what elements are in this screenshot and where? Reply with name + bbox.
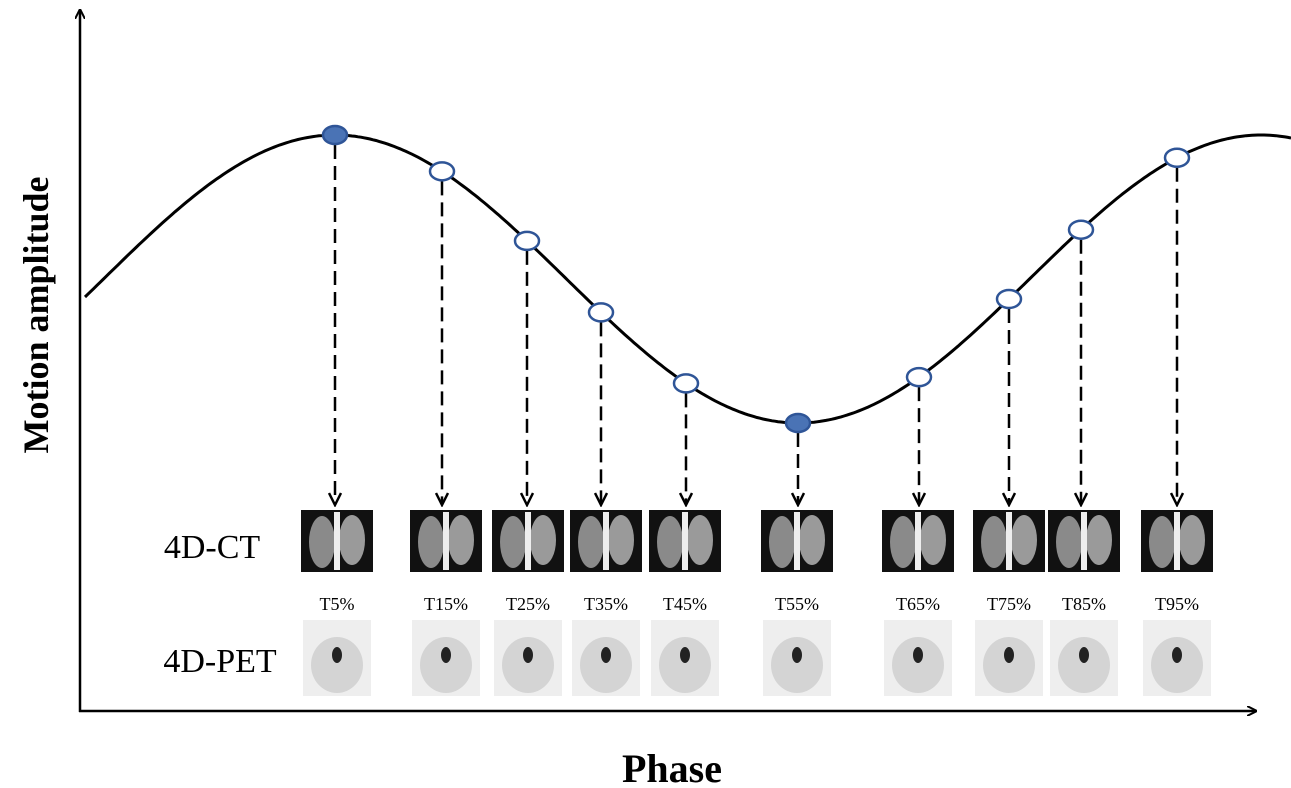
pet-image (412, 620, 480, 696)
phase-point (589, 303, 613, 321)
ct-lung (339, 515, 365, 565)
phase-label: T65% (896, 594, 940, 614)
figure: Motion amplitude Phase 4D-CT 4D-PET T5%T… (0, 0, 1291, 788)
ct-spine (915, 512, 921, 570)
phase-label: T25% (506, 594, 550, 614)
pet-body (1058, 637, 1110, 693)
ct-lung (1086, 515, 1112, 565)
phase-label: T85% (1062, 594, 1106, 614)
ct-image (410, 510, 482, 572)
ct-lung (890, 516, 916, 568)
ct-lung (769, 516, 795, 568)
ct-image (492, 510, 564, 572)
pet-body (771, 637, 823, 693)
pet-image (975, 620, 1043, 696)
phase-point (674, 374, 698, 392)
pet-hotspot (792, 647, 802, 663)
pet-image (572, 620, 640, 696)
phase-label: T15% (424, 594, 468, 614)
ct-spine (682, 512, 688, 570)
row-label: 4D-PET (163, 643, 277, 680)
pet-image (303, 620, 371, 696)
ct-image (1048, 510, 1120, 572)
pet-body (580, 637, 632, 693)
ct-spine (334, 512, 340, 570)
ct-image (570, 510, 642, 572)
ct-lung (657, 516, 683, 568)
ct-lung (1149, 516, 1175, 568)
ct-lung (799, 515, 825, 565)
ct-spine (1081, 512, 1087, 570)
ct-lung (500, 516, 526, 568)
pet-hotspot (680, 647, 690, 663)
phase-layer: T5% T15% T25% T35% T45% T55% T65% T75% T85% T95% (85, 126, 1291, 696)
ct-lung (920, 515, 946, 565)
phase-point (323, 126, 347, 144)
pet-body (1151, 637, 1203, 693)
ct-spine (525, 512, 531, 570)
ct-lung (981, 516, 1007, 568)
pet-hotspot (1079, 647, 1089, 663)
y-axis-label: Motion amplitude (16, 176, 56, 453)
phase-point (786, 414, 810, 432)
pet-image (884, 620, 952, 696)
pet-hotspot (332, 647, 342, 663)
phase-label: T5% (320, 594, 355, 614)
phase-point (515, 232, 539, 250)
ct-image (649, 510, 721, 572)
pet-body (659, 637, 711, 693)
row-label: 4D-CT (164, 529, 261, 566)
phase-point (1165, 149, 1189, 167)
phase-point (1069, 221, 1093, 239)
phase-label: T35% (584, 594, 628, 614)
ct-image (301, 510, 373, 572)
ct-image (973, 510, 1045, 572)
ct-spine (443, 512, 449, 570)
ct-image (1141, 510, 1213, 572)
pet-body (983, 637, 1035, 693)
ct-lung (1179, 515, 1205, 565)
ct-lung (448, 515, 474, 565)
ct-lung (687, 515, 713, 565)
pet-image (494, 620, 562, 696)
ct-lung (608, 515, 634, 565)
pet-hotspot (1172, 647, 1182, 663)
ct-lung (1056, 516, 1082, 568)
ct-spine (1006, 512, 1012, 570)
pet-hotspot (1004, 647, 1014, 663)
phase-label: T55% (775, 594, 819, 614)
pet-body (311, 637, 363, 693)
pet-body (420, 637, 472, 693)
ct-spine (794, 512, 800, 570)
ct-spine (1174, 512, 1180, 570)
ct-image (882, 510, 954, 572)
phase-point (430, 162, 454, 180)
phase-point (907, 368, 931, 386)
pet-image (1143, 620, 1211, 696)
phase-point (997, 290, 1021, 308)
ct-lung (309, 516, 335, 568)
phase-label: T75% (987, 594, 1031, 614)
pet-hotspot (913, 647, 923, 663)
phase-label: T95% (1155, 594, 1199, 614)
pet-body (892, 637, 944, 693)
pet-image (763, 620, 831, 696)
pet-body (502, 637, 554, 693)
ct-lung (1011, 515, 1037, 565)
pet-image (651, 620, 719, 696)
pet-image (1050, 620, 1118, 696)
x-axis-label: Phase (622, 746, 722, 788)
pet-hotspot (601, 647, 611, 663)
phase-label: T45% (663, 594, 707, 614)
ct-lung (530, 515, 556, 565)
ct-lung (418, 516, 444, 568)
pet-hotspot (441, 647, 451, 663)
ct-lung (578, 516, 604, 568)
ct-image (761, 510, 833, 572)
ct-spine (603, 512, 609, 570)
pet-hotspot (523, 647, 533, 663)
